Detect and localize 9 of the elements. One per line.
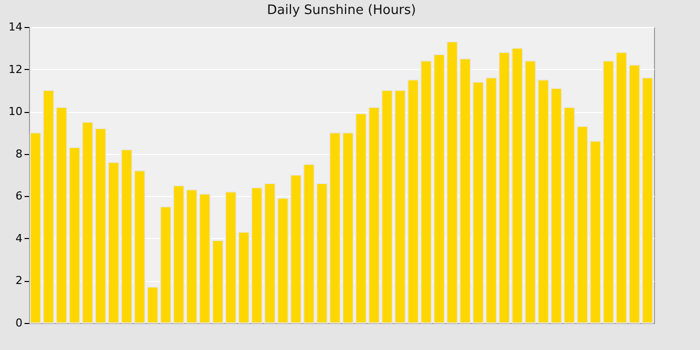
y-tick-label: 8 <box>16 147 22 160</box>
y-tick-label: 2 <box>16 274 22 288</box>
y-tick-label: 0 <box>16 316 22 330</box>
chart-title: Daily Sunshine (Hours) <box>267 3 416 18</box>
y-tick-label: 10 <box>8 105 22 118</box>
y-tick-label: 12 <box>8 62 22 76</box>
y-tick-label: 14 <box>8 20 22 34</box>
y-tick-label: 6 <box>16 190 22 203</box>
y-tick-label: 4 <box>16 232 22 245</box>
